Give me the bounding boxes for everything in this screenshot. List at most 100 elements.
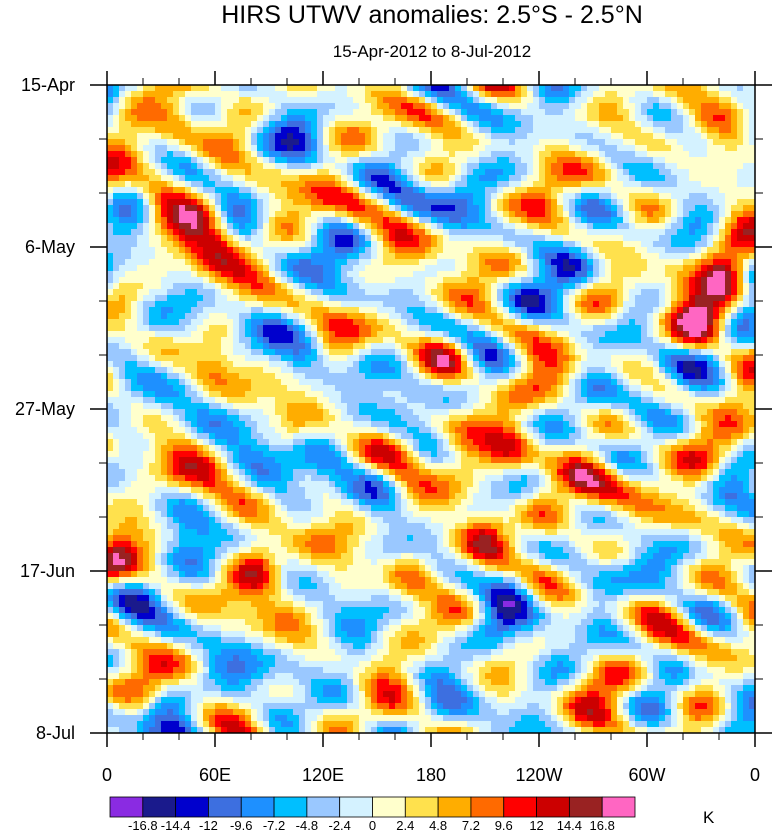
field-cell — [623, 319, 630, 326]
field-cell — [659, 151, 666, 158]
field-cell — [431, 187, 438, 194]
field-cell — [245, 157, 252, 164]
field-cell — [395, 103, 402, 110]
field-cell — [599, 157, 606, 164]
field-cell — [485, 289, 492, 296]
field-cell — [365, 145, 372, 152]
field-cell — [131, 91, 138, 98]
field-cell — [341, 181, 348, 188]
field-cell — [419, 175, 426, 182]
field-cell — [155, 235, 162, 242]
field-cell — [749, 265, 755, 272]
field-cell — [299, 241, 306, 248]
field-cell — [233, 301, 240, 308]
field-cell — [269, 193, 276, 200]
field-cell — [581, 301, 588, 308]
field-cell — [659, 139, 666, 146]
field-cell — [377, 109, 384, 116]
field-cell — [731, 217, 738, 224]
field-cell — [503, 103, 510, 110]
field-cell — [725, 313, 732, 320]
field-cell — [329, 319, 336, 326]
field-cell — [149, 253, 156, 260]
field-cell — [443, 307, 450, 314]
field-cell — [179, 103, 186, 110]
field-cell — [743, 265, 750, 272]
field-cell — [149, 103, 156, 110]
field-cell — [113, 229, 120, 236]
field-cell — [455, 151, 462, 158]
field-cell — [413, 331, 420, 338]
field-cell — [221, 355, 228, 362]
field-cell — [239, 121, 246, 128]
field-cell — [677, 259, 684, 266]
field-cell — [515, 145, 522, 152]
field-cell — [527, 349, 534, 356]
field-cell — [293, 217, 300, 224]
field-cell — [257, 211, 264, 218]
field-cell — [197, 277, 204, 284]
field-cell — [113, 313, 120, 320]
field-cell — [263, 157, 270, 164]
field-cell — [407, 139, 414, 146]
field-cell — [569, 313, 576, 320]
field-cell — [305, 265, 312, 272]
field-cell — [725, 127, 732, 134]
field-cell — [431, 151, 438, 158]
field-cell — [491, 229, 498, 236]
field-cell — [605, 103, 612, 110]
field-cell — [347, 175, 354, 182]
field-cell — [371, 241, 378, 248]
field-cell — [371, 355, 378, 362]
field-cell — [449, 313, 456, 320]
field-cell — [125, 187, 132, 194]
field-cell — [275, 355, 282, 362]
field-cell — [413, 259, 420, 266]
field-cell — [689, 271, 696, 278]
field-cell — [533, 127, 540, 134]
field-cell — [545, 241, 552, 248]
field-cell — [719, 283, 726, 290]
field-cell — [239, 205, 246, 212]
field-cell — [563, 313, 570, 320]
field-cell — [155, 103, 162, 110]
field-cell — [695, 145, 702, 152]
field-cell — [737, 349, 744, 356]
field-cell — [503, 283, 510, 290]
field-cell — [149, 115, 156, 122]
field-cell — [449, 193, 456, 200]
field-cell — [485, 331, 492, 338]
field-cell — [689, 205, 696, 212]
field-cell — [599, 289, 606, 296]
field-cell — [281, 265, 288, 272]
field-cell — [257, 151, 264, 158]
field-cell — [233, 331, 240, 338]
field-cell — [377, 175, 384, 182]
field-cell — [419, 331, 426, 338]
field-cell — [245, 313, 252, 320]
field-cell — [353, 121, 360, 128]
field-cell — [395, 355, 402, 362]
field-cell — [611, 163, 618, 170]
field-cell — [569, 247, 576, 254]
field-cell — [221, 277, 228, 284]
field-cell — [743, 193, 750, 200]
field-cell — [263, 337, 270, 344]
field-cell — [479, 265, 486, 272]
field-cell — [635, 97, 642, 104]
field-cell — [365, 169, 372, 176]
field-cell — [581, 133, 588, 140]
field-cell — [725, 325, 732, 332]
field-cell — [347, 277, 354, 284]
field-cell — [323, 235, 330, 242]
field-cell — [455, 313, 462, 320]
field-cell — [509, 301, 516, 308]
field-cell — [719, 121, 726, 128]
field-cell — [119, 157, 126, 164]
field-cell — [431, 163, 438, 170]
field-cell — [239, 355, 246, 362]
field-cell — [419, 349, 426, 356]
field-cell — [515, 259, 522, 266]
field-cell — [311, 223, 318, 230]
field-cell — [467, 145, 474, 152]
